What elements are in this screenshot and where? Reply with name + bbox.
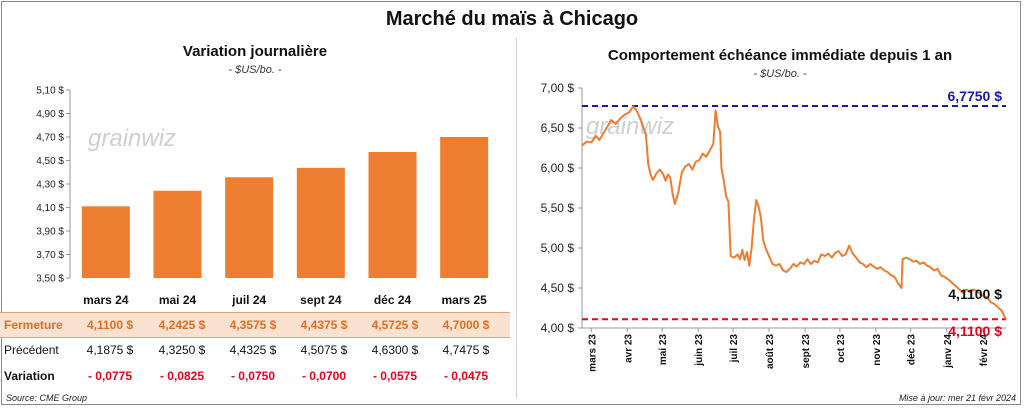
x-tick-label: déc 23	[907, 334, 918, 366]
y-tick-label: 5,00 $	[541, 241, 575, 255]
x-tick-label: mai 24	[159, 293, 197, 307]
x-tick-label: mai 23	[658, 334, 669, 366]
left-chart-unit: - $US/bo. -	[228, 64, 282, 76]
cell-variation: - 0,0700	[301, 369, 347, 383]
update-note: Mise à jour: mer 21 févr 2024	[898, 393, 1016, 403]
y-tick-label: 3,50 $	[36, 274, 64, 285]
cell-precedent: 4,6300 $	[371, 343, 419, 357]
cell-precedent: 4,1875 $	[86, 343, 134, 357]
cell-fermeture: 4,4375 $	[300, 318, 348, 332]
x-tick-label: mars 25	[441, 293, 487, 307]
y-tick-label: 6,50 $	[541, 121, 575, 135]
row-label-variation: Variation	[4, 369, 55, 383]
bar	[296, 167, 345, 278]
row-label-precedent: Précédent	[4, 343, 59, 357]
cell-precedent: 4,5075 $	[300, 343, 348, 357]
y-tick-label: 7,00 $	[541, 81, 575, 95]
x-tick-label: nov 23	[872, 334, 883, 366]
bar	[81, 206, 130, 278]
row-label-fermeture: Fermeture	[4, 318, 63, 332]
x-tick-label: avr 23	[623, 334, 634, 363]
table-row-fermeture: Fermeture 4,1100 $ 4,2425 $ 4,3575 $ 4,4…	[0, 312, 510, 338]
y-tick-label: 6,00 $	[541, 161, 575, 175]
y-tick-label: 5,10 $	[36, 86, 64, 97]
bar	[440, 137, 489, 278]
left-chart-title: Variation journalière	[182, 43, 328, 60]
x-tick-label: déc 24	[374, 293, 412, 307]
table-row-variation: Variation - 0,0775 - 0,0825 - 0,0750 - 0…	[0, 364, 510, 388]
cell-variation: - 0,0750	[230, 369, 276, 383]
cell-fermeture: 4,5725 $	[371, 318, 419, 332]
y-tick-label: 4,90 $	[36, 109, 64, 120]
min-reference-label: 4,1100 $	[948, 323, 1002, 339]
cell-fermeture: 4,2425 $	[158, 318, 206, 332]
x-tick-label: juil 24	[231, 293, 266, 307]
x-tick-label: mars 23	[587, 334, 598, 372]
cell-variation: - 0,0575	[372, 369, 418, 383]
cell-variation: - 0,0825	[159, 369, 205, 383]
y-tick-label: 3,70 $	[36, 250, 64, 261]
x-tick-label: juin 23	[694, 334, 705, 367]
right-chart-unit: - $US/bo. -	[753, 68, 807, 80]
x-tick-label: mars 24	[83, 293, 129, 307]
bar	[225, 177, 274, 278]
bar	[153, 190, 202, 278]
chart-watermark: grainwiz	[88, 125, 176, 152]
max-reference-label: 6,7750 $	[948, 88, 1003, 104]
x-tick-label: janv 24	[943, 334, 954, 369]
y-tick-label: 4,50 $	[36, 156, 64, 167]
table-row-precedent: Précédent 4,1875 $ 4,3250 $ 4,4325 $ 4,5…	[0, 338, 510, 362]
y-tick-label: 4,50 $	[541, 281, 575, 295]
cell-variation: - 0,0475	[443, 369, 489, 383]
panel-divider	[516, 38, 517, 398]
x-tick-label: sept 24	[300, 293, 342, 307]
x-tick-label: oct 23	[836, 334, 847, 363]
x-tick-label: févr 24	[979, 334, 990, 367]
y-tick-label: 3,90 $	[36, 227, 64, 238]
x-tick-label: sept 23	[801, 334, 812, 369]
y-tick-label: 4,00 $	[541, 321, 575, 335]
right-chart-title: Comportement échéance immédiate depuis 1…	[607, 47, 953, 64]
cell-precedent: 4,7475 $	[442, 343, 490, 357]
cell-variation: - 0,0775	[87, 369, 133, 383]
cell-fermeture: 4,1100 $	[86, 318, 134, 332]
x-tick-label: juil 23	[729, 334, 740, 364]
y-tick-label: 4,30 $	[36, 180, 64, 191]
cell-precedent: 4,3250 $	[158, 343, 206, 357]
bar-chart: grainwiz 3,50 $ 3,70 $ 3,90 $ 4,10 $ 4,30 $ 4…	[36, 86, 489, 307]
source-note: Source: CME Group	[6, 393, 88, 403]
x-tick-label: août 23	[765, 334, 776, 369]
cell-fermeture: 4,7000 $	[442, 318, 490, 332]
y-tick-label: 4,10 $	[36, 203, 64, 214]
bar	[368, 151, 417, 278]
cell-precedent: 4,4325 $	[229, 343, 277, 357]
cell-fermeture: 4,3575 $	[229, 318, 277, 332]
page-title: Marché du maïs à Chicago	[385, 8, 639, 30]
last-price-label: 4,1100 $	[948, 286, 1002, 302]
y-tick-label: 4,70 $	[36, 133, 64, 144]
price-line	[581, 105, 1007, 320]
y-tick-label: 5,50 $	[541, 201, 575, 215]
chart-watermark: grainwiz	[586, 113, 674, 140]
line-chart: grainwiz 4,00 $ 4,50 $ 5,00 $ 5,50 $ 6,00 $ 6…	[541, 81, 1007, 372]
